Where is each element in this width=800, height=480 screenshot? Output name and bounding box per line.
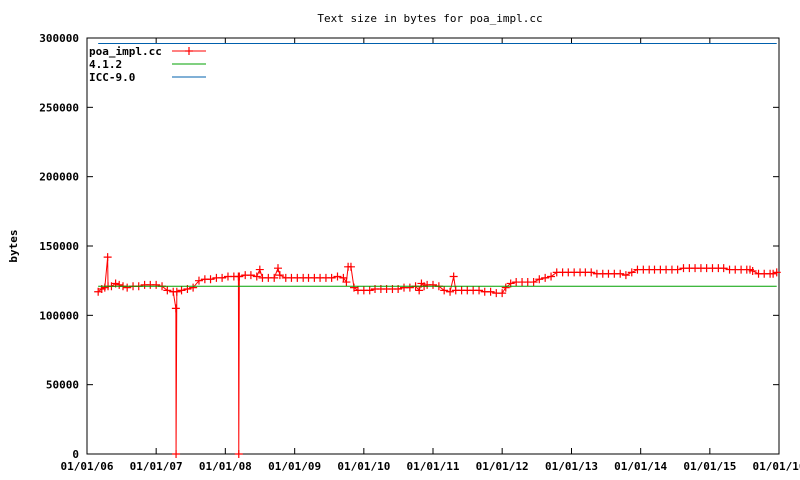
data-point xyxy=(547,272,556,281)
data-point xyxy=(327,273,336,282)
x-tick-label: 01/01/12 xyxy=(476,460,529,473)
data-point xyxy=(270,273,279,282)
data-point xyxy=(529,278,538,287)
data-point xyxy=(621,271,630,280)
data-point xyxy=(234,450,243,458)
plot-frame xyxy=(86,37,780,455)
legend-label: 4.1.2 xyxy=(89,58,122,71)
data-point xyxy=(627,268,636,277)
data-point xyxy=(177,286,186,295)
x-tick-label: 01/01/09 xyxy=(268,460,321,473)
x-tick-label: 01/01/13 xyxy=(545,460,598,473)
y-axis-label: bytes xyxy=(7,229,20,262)
data-point xyxy=(172,287,181,296)
data-point xyxy=(772,268,781,277)
data-point xyxy=(152,280,161,289)
legend-label: poa_impl.cc xyxy=(89,45,162,58)
legend-label: ICC-9.0 xyxy=(89,71,135,84)
data-point xyxy=(115,280,124,289)
data-point xyxy=(246,271,255,280)
data-point xyxy=(346,262,355,271)
y-ticks: 0 50000 100000 150000 200000 250000 300000 xyxy=(39,32,779,461)
data-point xyxy=(405,283,414,292)
x-tick-label: 01/01/15 xyxy=(683,460,736,473)
data-point xyxy=(252,272,261,281)
data-point xyxy=(769,269,778,278)
data-point xyxy=(719,264,728,273)
data-point xyxy=(449,272,458,281)
data-point xyxy=(365,286,374,295)
data-point xyxy=(486,287,495,296)
data-point xyxy=(587,268,596,277)
data-point xyxy=(541,273,550,282)
data-point xyxy=(194,276,203,285)
data-point xyxy=(255,265,264,274)
y-tick-label: 250000 xyxy=(39,101,79,114)
data-point xyxy=(123,283,132,292)
data-point xyxy=(342,278,351,287)
data-point xyxy=(333,272,342,281)
data-point xyxy=(274,264,283,273)
data-point xyxy=(235,272,244,281)
data-point xyxy=(415,286,424,295)
chart-title: Text size in bytes for poa_impl.cc xyxy=(317,12,542,25)
y-tick-label: 0 xyxy=(72,448,79,461)
x-ticks: 01/01/06 01/01/07 01/01/08 01/01/09 01/01/10… xyxy=(61,38,800,473)
data-point xyxy=(339,273,348,282)
data-point xyxy=(163,286,172,295)
data-point xyxy=(206,275,215,284)
series-layer xyxy=(94,43,781,458)
data-point xyxy=(440,286,449,295)
series-0 xyxy=(94,253,781,458)
y-tick-label: 100000 xyxy=(39,309,79,322)
data-point xyxy=(475,286,484,295)
x-tick-label: 01/01/10 xyxy=(337,460,390,473)
data-point xyxy=(446,287,455,296)
x-tick-label: 01/01/11 xyxy=(407,460,460,473)
legend-marker xyxy=(185,47,193,55)
data-point xyxy=(218,273,227,282)
x-tick-label: 01/01/08 xyxy=(199,460,252,473)
data-point xyxy=(616,269,625,278)
y-tick-label: 300000 xyxy=(39,32,79,45)
x-tick-label: 01/01/06 xyxy=(61,460,114,473)
data-point xyxy=(275,271,284,280)
data-point xyxy=(498,289,507,298)
x-tick-label: 01/01/14 xyxy=(614,460,667,473)
data-point xyxy=(673,265,682,274)
data-point xyxy=(748,266,757,275)
data-point xyxy=(103,253,112,262)
y-tick-label: 200000 xyxy=(39,171,79,184)
y-tick-label: 150000 xyxy=(39,240,79,253)
x-tick-label: 01/01/07 xyxy=(130,460,183,473)
y-tick-label: 50000 xyxy=(46,379,79,392)
data-point xyxy=(171,304,180,313)
data-point xyxy=(172,450,181,458)
data-point xyxy=(189,283,198,292)
data-point xyxy=(535,275,544,284)
data-point xyxy=(429,280,437,289)
data-point xyxy=(501,283,510,292)
x-tick-label: 01/01/16 xyxy=(753,460,800,473)
